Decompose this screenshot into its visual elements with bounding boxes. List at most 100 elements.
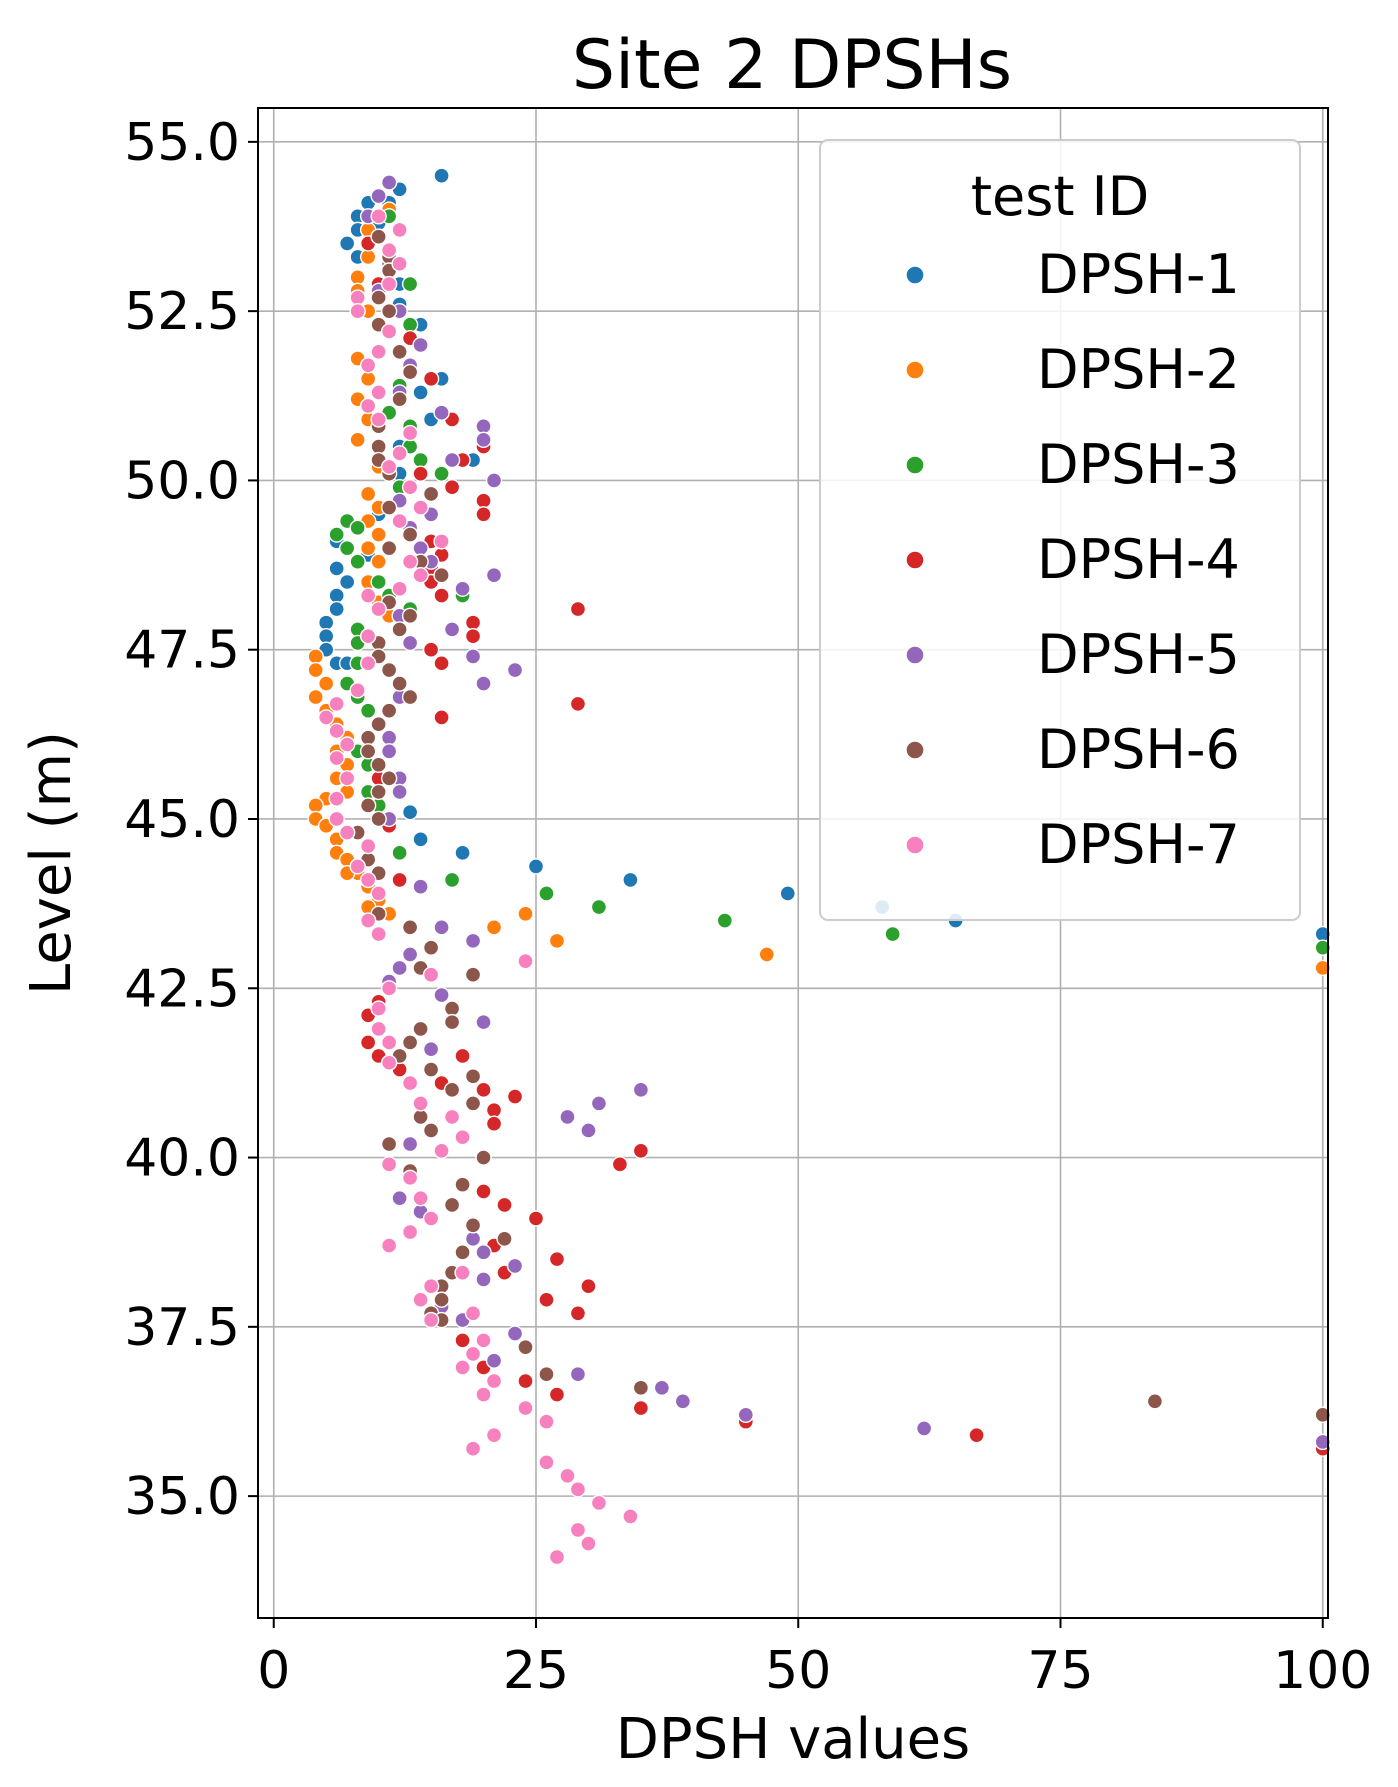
legend-marker-dpsh-2 xyxy=(905,360,925,380)
point-dpsh-6 xyxy=(380,770,398,787)
point-dpsh-6 xyxy=(359,729,377,746)
point-dpsh-7 xyxy=(338,736,356,753)
point-dpsh-1 xyxy=(401,804,419,821)
point-dpsh-5 xyxy=(506,661,524,679)
point-dpsh-5 xyxy=(401,1135,419,1153)
point-dpsh-4 xyxy=(433,709,450,726)
point-dpsh-2 xyxy=(359,539,377,557)
point-dpsh-7 xyxy=(559,1467,576,1485)
point-dpsh-4 xyxy=(475,506,492,523)
point-dpsh-4 xyxy=(496,1196,513,1214)
point-dpsh-2 xyxy=(317,675,335,692)
point-dpsh-6 xyxy=(422,1122,440,1139)
point-dpsh-4 xyxy=(569,1305,587,1322)
point-dpsh-6 xyxy=(370,228,387,245)
legend-label-dpsh-7: DPSH-7 xyxy=(1037,813,1240,876)
point-dpsh-3 xyxy=(401,316,419,333)
point-dpsh-7 xyxy=(433,533,450,550)
point-dpsh-7 xyxy=(359,627,377,645)
point-dpsh-6 xyxy=(370,289,387,306)
point-dpsh-3 xyxy=(359,702,377,719)
point-dpsh-7 xyxy=(517,1399,534,1417)
y-tick-label: 42.5 xyxy=(124,959,240,1019)
y-tick-label: 52.5 xyxy=(124,282,240,342)
point-dpsh-2 xyxy=(349,269,366,286)
point-dpsh-4 xyxy=(454,1332,471,1349)
chart-title: Site 2 DPSHs xyxy=(572,26,1012,105)
legend-frame xyxy=(819,139,1301,921)
point-dpsh-6 xyxy=(433,567,450,584)
point-dpsh-5 xyxy=(443,451,461,469)
point-dpsh-4 xyxy=(506,1088,524,1105)
point-dpsh-6 xyxy=(496,1230,513,1248)
point-dpsh-2 xyxy=(517,905,534,922)
point-dpsh-5 xyxy=(506,1257,524,1275)
y-tick-label: 50.0 xyxy=(124,451,240,511)
point-dpsh-7 xyxy=(548,1548,566,1566)
point-dpsh-6 xyxy=(454,1244,471,1261)
point-dpsh-5 xyxy=(391,1189,408,1207)
point-dpsh-4 xyxy=(527,1210,545,1227)
point-dpsh-5 xyxy=(433,404,450,421)
point-dpsh-1 xyxy=(328,560,345,577)
point-dpsh-4 xyxy=(632,1399,650,1417)
axis-ticks: 0 25 50 75 100 35.0 37.5 40.0 42.5 45.0 47.5 50.0 52… xyxy=(124,113,1372,1701)
point-dpsh-1 xyxy=(338,573,356,591)
point-dpsh-5 xyxy=(569,1366,587,1383)
point-dpsh-6 xyxy=(401,607,419,625)
point-dpsh-5 xyxy=(590,1095,608,1112)
point-dpsh-5 xyxy=(475,675,492,692)
point-dpsh-7 xyxy=(569,1481,587,1498)
legend-label-dpsh-5: DPSH-5 xyxy=(1037,623,1240,686)
legend-label-dpsh-3: DPSH-3 xyxy=(1037,433,1240,496)
point-dpsh-2 xyxy=(307,688,324,706)
point-dpsh-4 xyxy=(464,614,482,631)
point-dpsh-5 xyxy=(401,634,419,652)
point-dpsh-7 xyxy=(538,1454,555,1471)
point-dpsh-4 xyxy=(475,492,492,509)
point-dpsh-6 xyxy=(538,1366,555,1383)
point-dpsh-7 xyxy=(538,1413,555,1430)
legend-title: test ID xyxy=(971,165,1149,228)
point-dpsh-7 xyxy=(412,1095,429,1112)
point-dpsh-7 xyxy=(359,587,377,604)
point-dpsh-7 xyxy=(349,858,366,875)
legend-label-dpsh-6: DPSH-6 xyxy=(1037,718,1240,781)
point-dpsh-5 xyxy=(632,1081,650,1099)
point-dpsh-7 xyxy=(349,682,366,699)
point-dpsh-6 xyxy=(370,810,387,828)
point-dpsh-6 xyxy=(632,1379,650,1396)
point-dpsh-7 xyxy=(370,600,387,618)
legend-marker-dpsh-3 xyxy=(905,455,925,475)
point-dpsh-4 xyxy=(569,600,587,618)
point-dpsh-7 xyxy=(328,810,345,828)
point-dpsh-6 xyxy=(370,715,387,733)
point-dpsh-7 xyxy=(422,1278,440,1295)
point-dpsh-7 xyxy=(359,397,377,415)
point-dpsh-5 xyxy=(380,743,398,760)
point-dpsh-5 xyxy=(443,621,461,638)
point-dpsh-6 xyxy=(380,499,398,516)
point-dpsh-7 xyxy=(517,952,534,970)
point-dpsh-7 xyxy=(391,221,408,239)
point-dpsh-6 xyxy=(380,302,398,320)
point-dpsh-2 xyxy=(1314,959,1331,977)
point-dpsh-7 xyxy=(359,837,377,855)
legend-label-dpsh-2: DPSH-2 xyxy=(1037,338,1240,401)
legend: test ID DPSH-1DPSH-2DPSH-3DPSH-4DPSH-5DP… xyxy=(819,139,1301,921)
point-dpsh-7 xyxy=(370,343,387,360)
point-dpsh-3 xyxy=(349,553,366,570)
point-dpsh-5 xyxy=(485,567,503,584)
point-dpsh-6 xyxy=(412,1020,429,1038)
point-dpsh-3 xyxy=(433,465,450,482)
point-dpsh-7 xyxy=(391,580,408,597)
point-dpsh-7 xyxy=(359,912,377,929)
point-dpsh-7 xyxy=(380,1034,398,1051)
point-dpsh-7 xyxy=(412,567,429,584)
point-dpsh-6 xyxy=(433,1291,450,1308)
point-dpsh-7 xyxy=(422,966,440,983)
point-dpsh-7 xyxy=(454,1129,471,1146)
point-dpsh-4 xyxy=(433,655,450,672)
point-dpsh-7 xyxy=(569,1521,587,1539)
